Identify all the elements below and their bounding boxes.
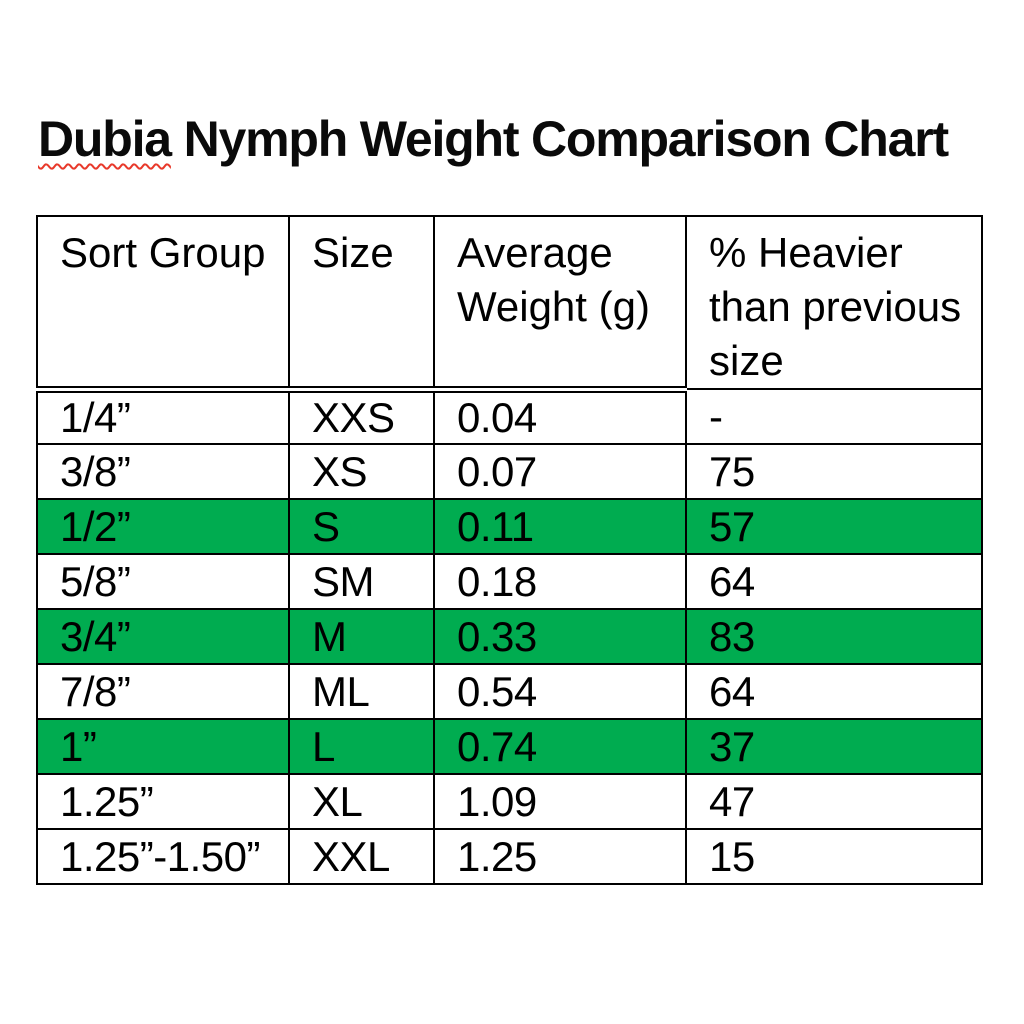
cell-avg-weight: 0.33 <box>433 608 687 665</box>
cell-avg-weight: 0.18 <box>433 553 687 610</box>
col-header-size: Size <box>288 215 435 393</box>
cell-size: ML <box>288 663 435 720</box>
cell-size: M <box>288 608 435 665</box>
cell-size: SM <box>288 553 435 610</box>
cell-pct-heavier: 57 <box>685 498 983 555</box>
cell-sort-group: 3/8” <box>36 443 290 500</box>
cell-pct-heavier: 15 <box>685 828 983 885</box>
table-row: 1.25”-1.50” XXL 1.25 15 <box>36 828 983 885</box>
cell-avg-weight: 0.54 <box>433 663 687 720</box>
cell-pct-heavier: 47 <box>685 773 983 830</box>
col-header-average-weight: Average Weight (g) <box>433 215 687 393</box>
col-header-pct-heavier: % Heavier than previous size <box>685 215 983 390</box>
title-word-dubia-spellcheck-underline: Dubia <box>38 111 172 167</box>
cell-size: XL <box>288 773 435 830</box>
cell-sort-group: 1.25”-1.50” <box>36 828 290 885</box>
cell-pct-heavier: 64 <box>685 663 983 720</box>
cell-sort-group: 7/8” <box>36 663 290 720</box>
table-row-highlighted: 1” L 0.74 37 <box>36 718 983 775</box>
page-title: Dubia Nymph Weight Comparison Chart <box>38 111 950 167</box>
col-header-sort-group: Sort Group <box>36 215 290 393</box>
cell-sort-group: 1/4” <box>36 388 290 445</box>
table-row: 7/8” ML 0.54 64 <box>36 663 983 720</box>
cell-avg-weight: 0.74 <box>433 718 687 775</box>
table-header-row: Sort Group Size Average Weight (g) % Hea… <box>36 215 983 393</box>
cell-pct-heavier: 37 <box>685 718 983 775</box>
cell-avg-weight: 0.04 <box>433 388 687 445</box>
cell-pct-heavier: 75 <box>685 443 983 500</box>
cell-pct-heavier: 64 <box>685 553 983 610</box>
cell-sort-group: 5/8” <box>36 553 290 610</box>
table-row: 1.25” XL 1.09 47 <box>36 773 983 830</box>
cell-size: XXS <box>288 388 435 445</box>
table-row: 5/8” SM 0.18 64 <box>36 553 983 610</box>
cell-size: XXL <box>288 828 435 885</box>
weight-comparison-table: Sort Group Size Average Weight (g) % Hea… <box>36 215 983 885</box>
cell-sort-group: 1.25” <box>36 773 290 830</box>
cell-sort-group: 1” <box>36 718 290 775</box>
table-row: 3/8” XS 0.07 75 <box>36 443 983 500</box>
cell-sort-group: 1/2” <box>36 498 290 555</box>
cell-pct-heavier: - <box>685 388 983 445</box>
cell-avg-weight: 1.09 <box>433 773 687 830</box>
cell-avg-weight: 0.07 <box>433 443 687 500</box>
cell-size: L <box>288 718 435 775</box>
cell-avg-weight: 1.25 <box>433 828 687 885</box>
table-row-highlighted: 1/2” S 0.11 57 <box>36 498 983 555</box>
cell-avg-weight: 0.11 <box>433 498 687 555</box>
table-row: 1/4” XXS 0.04 - <box>36 388 983 445</box>
cell-size: XS <box>288 443 435 500</box>
cell-sort-group: 3/4” <box>36 608 290 665</box>
table-row-highlighted: 3/4” M 0.33 83 <box>36 608 983 665</box>
title-rest: Nymph Weight Comparison Chart <box>170 111 950 167</box>
cell-pct-heavier: 83 <box>685 608 983 665</box>
cell-size: S <box>288 498 435 555</box>
